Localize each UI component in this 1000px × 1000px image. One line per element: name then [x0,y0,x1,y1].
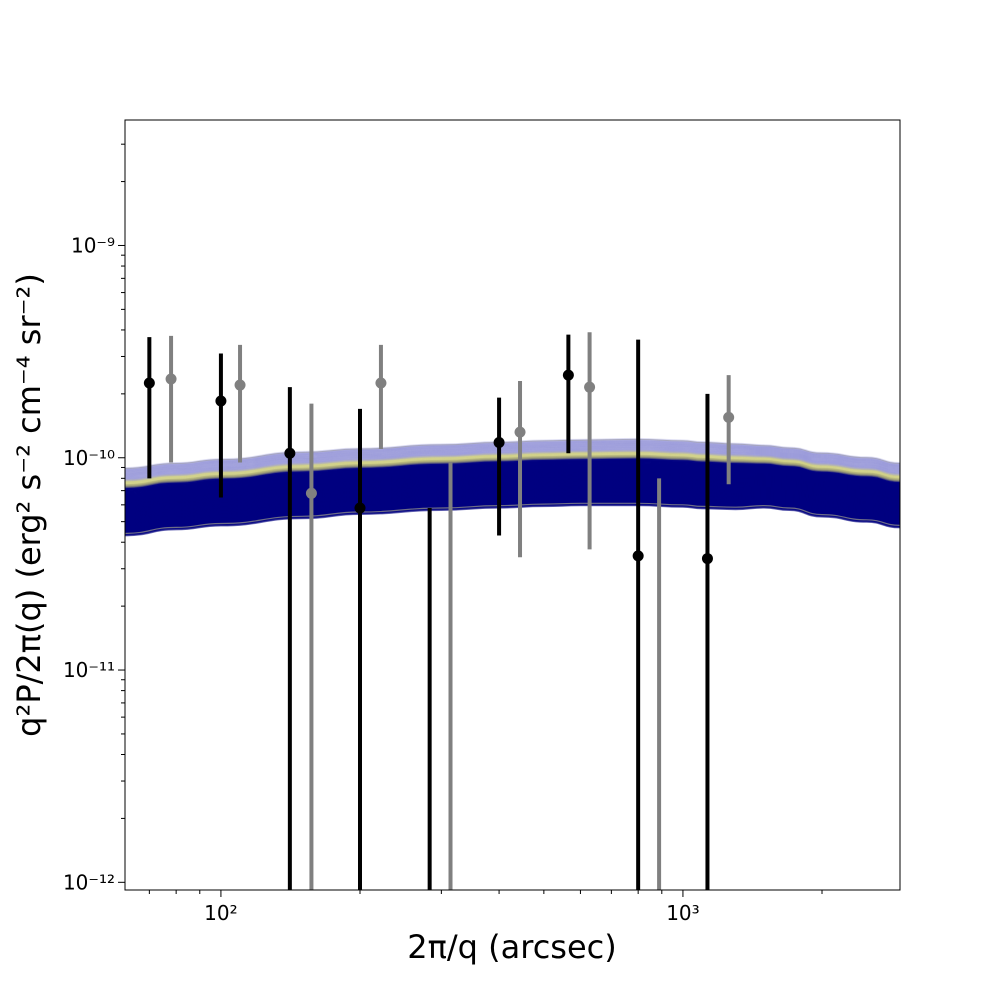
model-curve [125,446,900,480]
data-point [234,379,246,391]
model-curve [125,458,900,495]
model-curve [125,454,900,491]
y-tick-label: 10⁻⁹ [71,233,115,257]
model-curve [125,440,900,473]
model-curve [125,456,900,493]
model-curve [125,447,900,480]
model-curve [125,452,900,485]
model-curve [125,455,900,488]
model-curve [125,453,900,486]
model-curve [125,449,900,482]
data-point [375,377,387,389]
model-curve [125,441,900,474]
data-point [562,369,574,381]
model-curve [125,448,900,481]
model-curve [125,453,900,487]
model-curve [125,456,900,492]
model-curve [125,455,900,488]
model-curve [125,442,900,475]
y-tick-label: 10⁻¹⁰ [63,446,115,470]
model-curve [125,462,900,498]
model-curve [125,442,900,475]
data-point [284,447,296,459]
axis-ticks [118,143,823,897]
y-tick-label: 10⁻¹¹ [63,658,115,682]
data-points [143,369,735,565]
model-curve [125,445,900,479]
model-curve [125,438,900,472]
model-curve [125,451,900,484]
data-point [584,381,596,393]
model-curve [125,465,900,501]
model-curve [125,444,900,478]
data-point [701,553,713,565]
model-curve [125,452,900,486]
model-curve [125,444,900,477]
model-curve [125,458,900,494]
model-curve [125,451,900,485]
data-point [493,436,505,448]
model-curve [125,446,900,479]
model-curve [125,463,900,500]
model-curve [125,459,900,495]
model-curve [125,443,900,476]
data-point [354,502,366,514]
model-curve-lower [125,502,900,534]
model-curve [125,445,900,478]
model-curve [125,462,900,499]
model-curve [125,440,900,473]
y-axis-label: q²P/2π(q) (erg² s⁻² cm⁻⁴ sr⁻²) [10,273,48,737]
model-curve [125,455,900,492]
data-point [143,377,155,389]
model-curve [125,461,900,497]
model-curve [125,449,900,482]
data-point [514,426,526,438]
data-point [215,395,227,407]
model-curve [125,450,900,483]
model-curve [125,463,900,499]
model-curve [125,461,900,498]
x-tick-label: 10² [204,901,237,925]
y-tick-label: 10⁻¹² [63,870,115,894]
model-curve [125,455,900,491]
model-curve [125,464,900,501]
model-curve [125,464,900,500]
x-tick-label: 10³ [666,901,699,925]
data-point [165,373,177,385]
model-curve [125,460,900,497]
model-curve [125,443,900,476]
model-curve [125,459,900,496]
error-bars [147,332,731,890]
model-curve [125,439,900,472]
model-curve [125,454,900,487]
model-curve [125,437,900,470]
model-curve [125,438,900,471]
model-curve [125,450,900,484]
model-curve [125,441,900,474]
model-curve [125,457,900,494]
model-curve-upper [125,438,900,469]
model-band [125,437,900,537]
data-point [305,487,317,499]
model-curve [125,448,900,481]
model-curve [125,457,900,493]
x-axis-label: 2π/q (arcsec) [407,928,616,966]
data-point [632,550,644,562]
tick-labels: 10⁻⁹ 10⁻¹⁰ 10⁻¹¹ 10⁻¹² 10² 10³ [63,233,700,925]
data-point [723,411,735,423]
